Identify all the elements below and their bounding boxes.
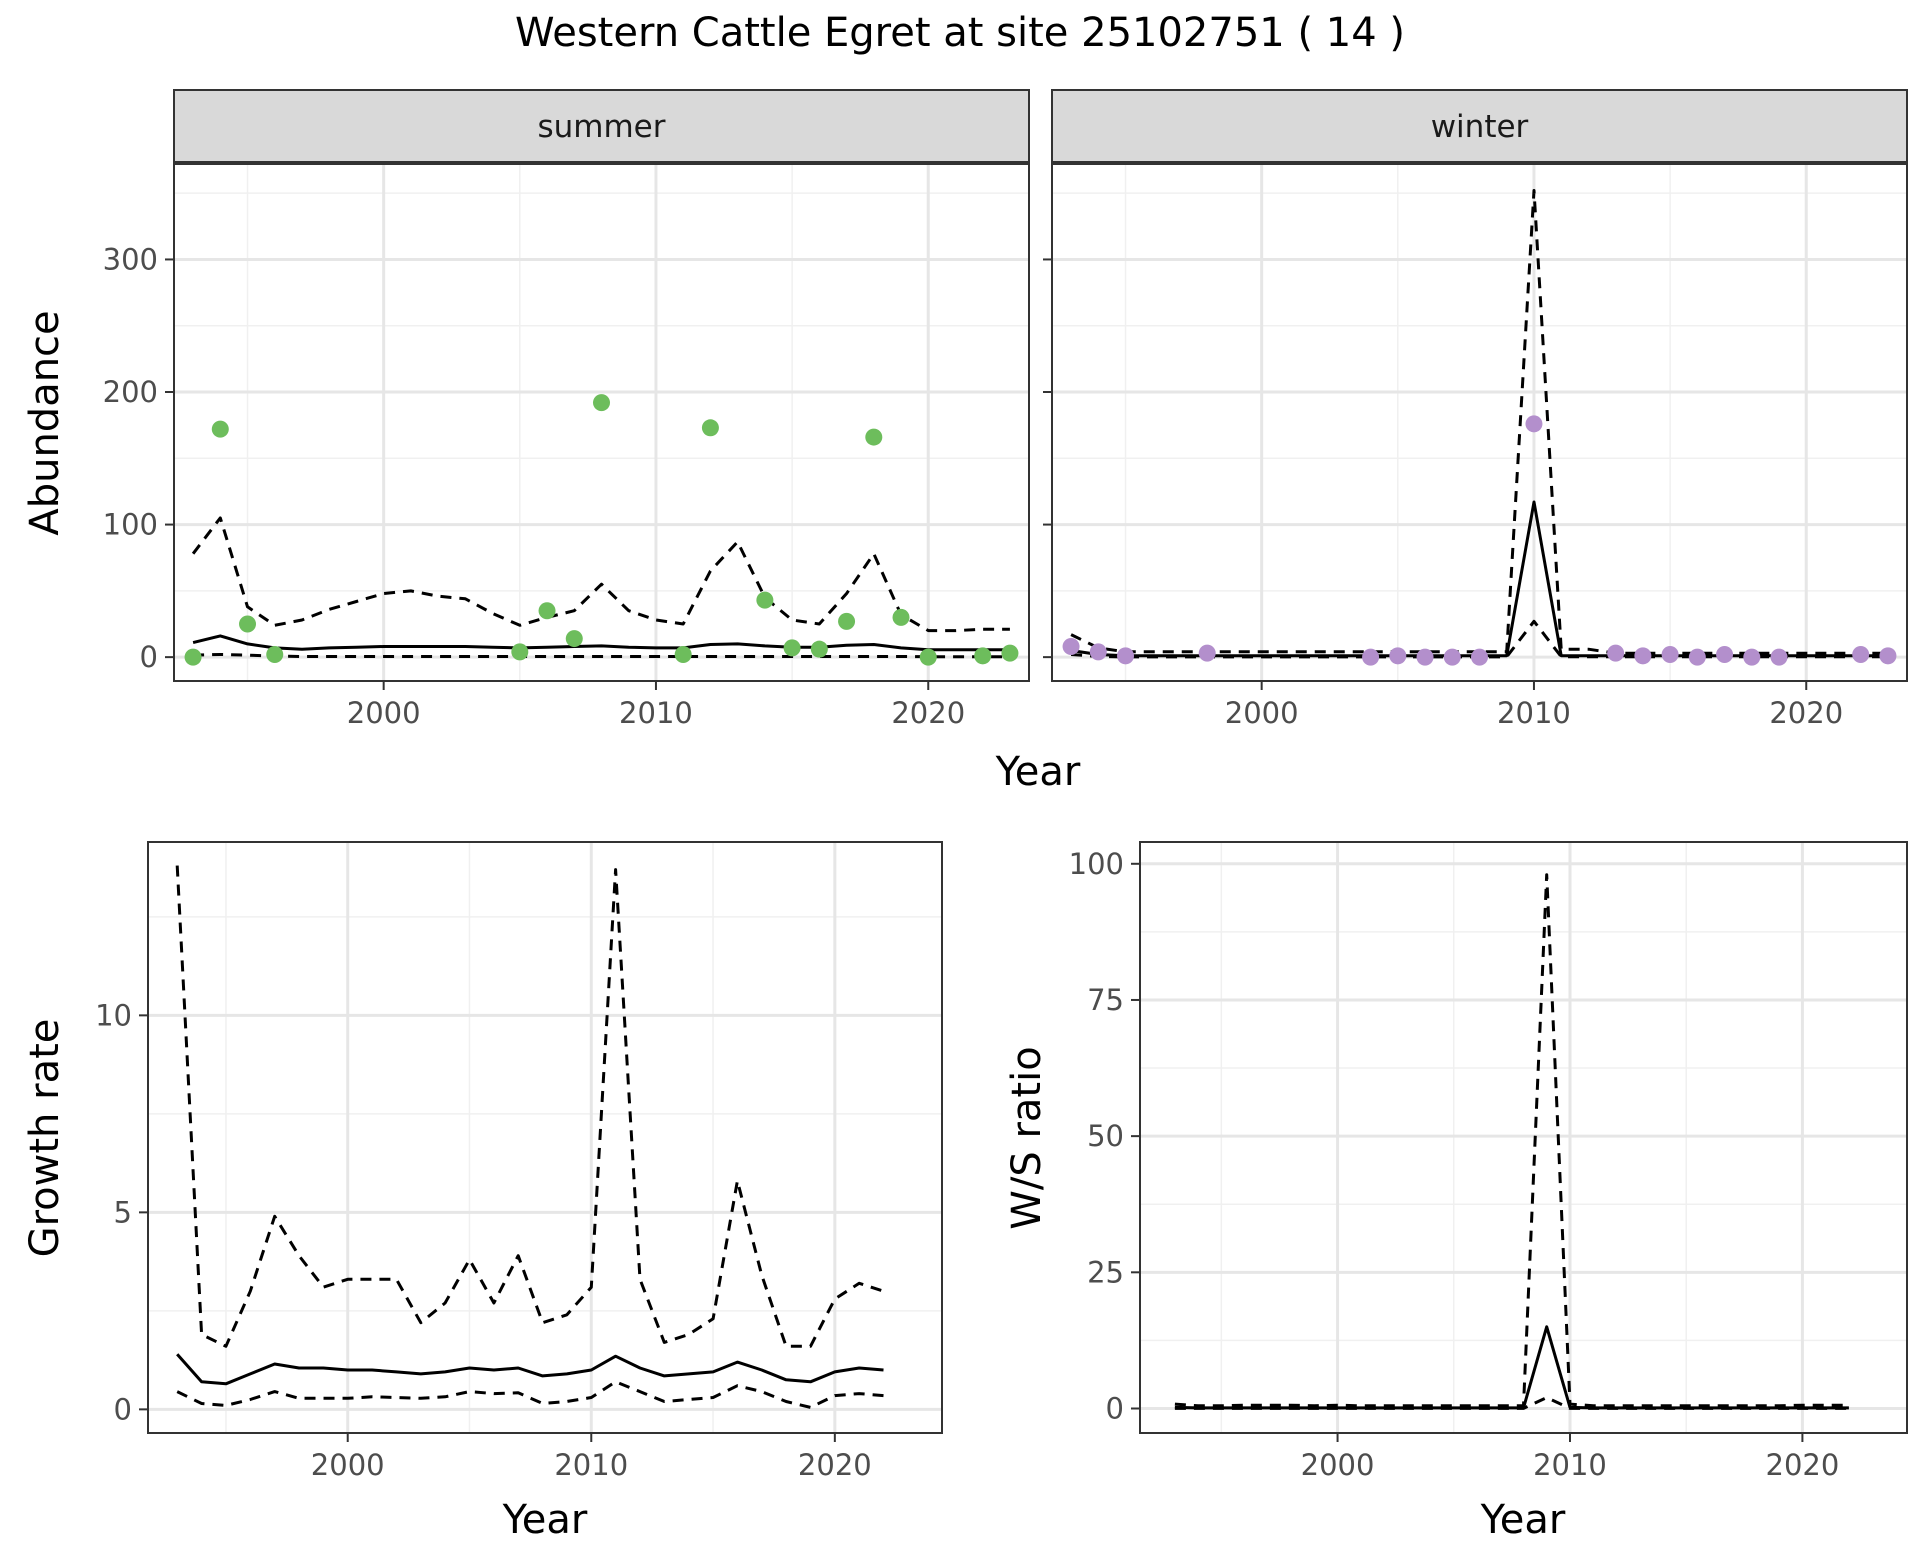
observed-point — [1062, 638, 1080, 656]
observed-point — [919, 648, 937, 666]
y-axis-title: Growth rate — [22, 1019, 68, 1258]
y-tick-label: 75 — [1087, 983, 1124, 1017]
observed-point — [1416, 648, 1434, 666]
y-axis-title: Abundance — [22, 310, 68, 535]
observed-point — [538, 602, 556, 620]
y-tick-label: 0 — [1106, 1391, 1124, 1425]
observed-point — [810, 640, 828, 658]
median-line-0 — [1174, 1325, 1849, 1410]
top-x-axis-title: Year — [995, 749, 1081, 795]
growth-rate-panel: 2000 2010 2020 0 5 10 Growth rate Year — [22, 841, 943, 1543]
observed-points — [184, 394, 1019, 666]
observed-point — [1525, 415, 1543, 433]
observed-point — [756, 591, 774, 609]
panel-border — [1051, 163, 1908, 682]
y-tick-label: 100 — [1069, 847, 1124, 881]
observed-point — [1688, 648, 1706, 666]
observed-point — [674, 645, 692, 663]
observed-point — [1770, 648, 1788, 666]
observed-point — [1089, 643, 1107, 661]
observed-point — [211, 420, 229, 438]
observed-point — [1743, 648, 1761, 666]
observed-point — [865, 428, 883, 446]
observed-point — [1443, 648, 1461, 666]
observed-point — [1852, 645, 1870, 663]
plot-background — [148, 842, 942, 1433]
observed-point — [892, 608, 910, 626]
x-tick-label: 2020 — [798, 1448, 872, 1482]
plot-background — [1052, 164, 1907, 681]
y-tick-label: 300 — [103, 242, 158, 276]
gridlines — [148, 842, 942, 1433]
observed-point — [974, 647, 992, 665]
observed-point — [701, 419, 719, 437]
observed-point — [511, 643, 529, 661]
facet-strip — [1051, 89, 1908, 163]
winter-panel: winter 2000 2010 2020 — [1043, 89, 1908, 730]
y-tick-label: 50 — [1087, 1119, 1124, 1153]
y-tick-label: 0 — [114, 1392, 132, 1426]
panel-border — [173, 163, 1030, 682]
y-tick-label: 5 — [114, 1195, 132, 1229]
interval-line-1 — [191, 516, 1010, 633]
x-tick-label: 2000 — [1301, 1448, 1375, 1482]
panel-border — [1139, 841, 1908, 1434]
observed-point — [1634, 647, 1652, 665]
figure-title: Western Cattle Egret at site 25102751 ( … — [515, 10, 1405, 56]
interval-line-2 — [176, 1380, 884, 1409]
ws-ratio-panel: 2000 2010 2020 0 25 50 75 100 W/S ratio Year — [1004, 841, 1908, 1543]
y-tick-label: 200 — [103, 375, 158, 409]
observed-point — [239, 615, 257, 633]
x-tick-label: 2000 — [347, 696, 421, 730]
observed-point — [266, 645, 284, 663]
y-tick-label: 10 — [95, 998, 132, 1032]
summer-panel: summer 2000 2010 2020 0 100 200 300 Abundance — [22, 89, 1030, 730]
observed-point — [1607, 644, 1625, 662]
observed-point — [783, 639, 801, 657]
gridlines — [1140, 842, 1907, 1433]
x-axis-title: Year — [502, 1497, 588, 1543]
plot-background — [174, 164, 1029, 681]
observed-point — [1716, 645, 1734, 663]
x-tick-label: 2000 — [311, 1448, 385, 1482]
y-axis-title: W/S ratio — [1004, 1046, 1050, 1229]
interval-line-1 — [175, 865, 884, 1348]
observed-points — [1062, 415, 1897, 666]
x-tick-label: 2020 — [891, 696, 965, 730]
observed-point — [184, 648, 202, 666]
x-tick-label: 2010 — [619, 696, 693, 730]
x-tick-label: 2010 — [554, 1448, 628, 1482]
observed-point — [1198, 644, 1216, 662]
median-line-0 — [176, 1353, 884, 1386]
facet-strip-label: winter — [1431, 109, 1529, 145]
y-tick-label: 25 — [1087, 1255, 1124, 1289]
panel-border — [147, 841, 943, 1434]
observed-point — [1389, 647, 1407, 665]
median-line-0 — [192, 634, 1010, 652]
observed-point — [1879, 647, 1897, 665]
x-tick-label: 2010 — [1533, 1448, 1607, 1482]
observed-point — [1362, 648, 1380, 666]
x-tick-label: 2020 — [1766, 1448, 1840, 1482]
interval-line-2 — [193, 653, 1010, 659]
observed-point — [1471, 648, 1488, 666]
observed-point — [593, 394, 610, 412]
x-tick-label: 2020 — [1769, 696, 1843, 730]
y-tick-label: 0 — [140, 640, 158, 674]
observed-point — [1001, 644, 1019, 662]
x-tick-label: 2010 — [1497, 696, 1571, 730]
facet-strip — [173, 89, 1030, 163]
observed-point — [838, 612, 856, 630]
observed-point — [565, 630, 583, 648]
x-axis-title: Year — [1480, 1497, 1566, 1543]
facet-strip-label: summer — [537, 109, 665, 145]
y-tick-label: 100 — [103, 508, 158, 542]
x-tick-label: 2000 — [1225, 696, 1299, 730]
observed-point — [1117, 647, 1135, 665]
observed-point — [1661, 645, 1679, 663]
